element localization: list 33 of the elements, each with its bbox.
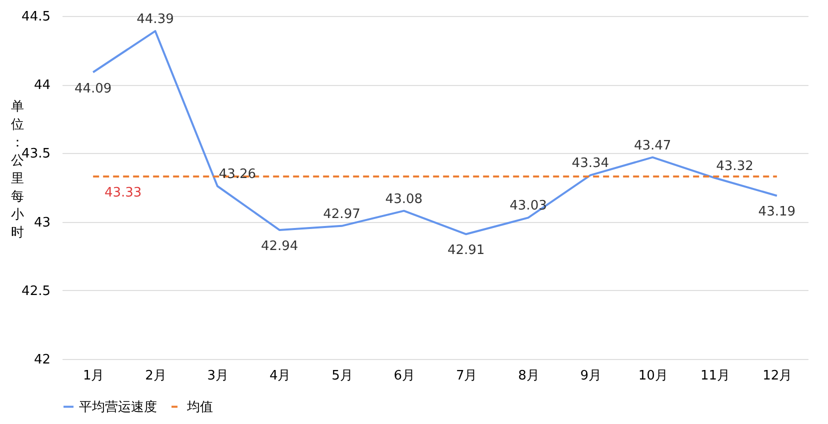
legend-label: 平均营运速度 bbox=[79, 398, 157, 415]
x-tick-label: 9月 bbox=[580, 368, 602, 384]
y-tick-label: 42 bbox=[34, 352, 50, 368]
data-label: 44.09 bbox=[74, 81, 112, 96]
data-label: 44.39 bbox=[136, 12, 174, 28]
x-tick-label: 6月 bbox=[394, 368, 416, 384]
data-label: 43.03 bbox=[510, 198, 547, 214]
x-tick-label: 1月 bbox=[82, 368, 104, 384]
legend-label: 均值 bbox=[186, 400, 213, 415]
data-label: 43.26 bbox=[218, 167, 256, 182]
data-label: 43.08 bbox=[385, 192, 423, 207]
data-label: 43.19 bbox=[758, 204, 796, 220]
data-label: 43.47 bbox=[634, 138, 672, 154]
y-tick-label: 43.5 bbox=[22, 146, 50, 162]
y-tick-label: 44 bbox=[34, 78, 50, 94]
x-tick-label: 11月 bbox=[700, 368, 730, 384]
x-tick-label: 8月 bbox=[518, 368, 540, 384]
x-tick-label: 12月 bbox=[762, 368, 792, 384]
data-label: 42.94 bbox=[260, 239, 298, 254]
y-tick-label: 43 bbox=[34, 215, 50, 230]
data-label: 42.91 bbox=[447, 243, 485, 258]
data-label: 43.32 bbox=[716, 158, 754, 174]
data-label: 43.34 bbox=[572, 156, 610, 172]
x-tick-label: 5月 bbox=[332, 368, 353, 384]
x-tick-label: 7月 bbox=[456, 368, 478, 384]
x-tick-label: 3月 bbox=[207, 368, 229, 384]
x-tick-label: 2月 bbox=[145, 368, 166, 384]
x-tick-label: 10月 bbox=[638, 368, 668, 384]
y-tick-label: 44.5 bbox=[22, 10, 50, 24]
x-tick-label: 4月 bbox=[269, 368, 291, 384]
data-label: 42.97 bbox=[323, 206, 360, 222]
y-tick-label: 42.5 bbox=[22, 284, 50, 299]
data-label: 43.33 bbox=[104, 186, 142, 201]
